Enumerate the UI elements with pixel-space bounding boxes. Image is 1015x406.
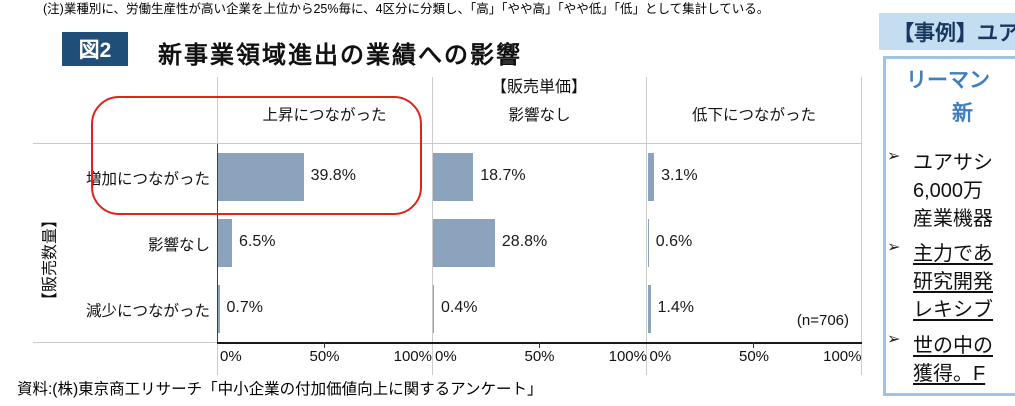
bar-value-label: 1.4% (657, 299, 694, 316)
bar-value-label: 0.6% (655, 233, 693, 250)
case-bullet-line: 6,000万 (913, 180, 984, 202)
x-tick-label: 0% (435, 348, 457, 365)
x-tick-label: 100% (393, 348, 432, 365)
bar-value-label: 3.1% (661, 167, 698, 184)
case-bullet-line: 世の中の (913, 335, 993, 357)
case-bullet-line: 獲得。F (913, 363, 986, 385)
bar (647, 285, 651, 333)
bar-value-label: 39.8% (310, 167, 356, 184)
x-axis-baseline-left (33, 342, 217, 343)
sales-price-axis-title: 【販売単価】 (490, 79, 588, 96)
header-separator-line (33, 143, 861, 144)
case-bullet-line: 研究開発 (913, 271, 993, 293)
bar-value-label: 6.5% (238, 233, 276, 250)
bullet-arrow-icon: ➢ (887, 239, 901, 256)
bullet-arrow-icon: ➢ (887, 331, 901, 348)
figure-title: 新事業領域進出の業績への影響 (158, 42, 522, 69)
bar (218, 219, 232, 267)
bar (647, 219, 649, 267)
x-tick-label: 100% (608, 348, 647, 365)
column-header: 上昇につながった (262, 107, 387, 124)
panel-separator-line (861, 77, 862, 375)
panel-separator-line (646, 77, 647, 375)
bar (433, 153, 474, 201)
source-text: 資料:(株)東京商工リサーチ「中小企業の付加価値向上に関するアンケート」 (17, 381, 543, 398)
x-tick-label: 50% (309, 348, 340, 365)
case-heading-line1: リーマン (906, 69, 990, 92)
row-label: 増加につながった (85, 171, 210, 188)
x-tick-label: 100% (823, 348, 862, 365)
bar (433, 285, 434, 333)
bar-value-label: 0.7% (226, 299, 263, 316)
bar-value-label: 28.8% (501, 233, 548, 250)
column-header: 低下につながった (691, 107, 817, 124)
case-panel-header-label: 【事例】ユア (893, 21, 1015, 45)
panel-separator-line (431, 77, 433, 375)
bar-value-label: 18.7% (480, 167, 526, 184)
bar (647, 153, 655, 201)
column-header: 影響なし (508, 107, 571, 124)
bar (218, 153, 304, 201)
case-bullet-line: レキシブ (913, 299, 993, 321)
x-tick-label: 50% (738, 348, 770, 365)
case-bullet-line: 主力であ (913, 243, 993, 265)
case-bullet-line: ユアサシ (913, 152, 993, 174)
row-label: 影響なし (147, 237, 210, 254)
figure-badge-label: 図2 (78, 39, 112, 62)
x-axis-tick-mark (323, 342, 325, 348)
x-axis-tick-mark (753, 342, 754, 348)
case-panel-box (883, 56, 1015, 396)
bar (433, 219, 495, 267)
bullet-arrow-icon: ➢ (887, 148, 901, 165)
figure-badge: 図2 (62, 32, 128, 66)
row-label: 減少につながった (85, 303, 210, 320)
highlight-ellipse (91, 96, 422, 215)
x-tick-label: 0% (220, 348, 242, 365)
bar-value-label: 0.4% (441, 299, 478, 316)
case-heading-line2: 新 (952, 102, 973, 125)
note-text: (注)業種別に、労働生産性が高い企業を上位から25%毎に、4区分に分類し、「高」… (43, 2, 770, 16)
case-panel-header: 【事例】ユア (879, 13, 1015, 50)
y-axis-line (216, 143, 218, 343)
x-tick-label: 50% (524, 348, 555, 365)
case-bullet-line: 産業機器 (913, 208, 993, 230)
x-tick-label: 0% (649, 348, 672, 365)
x-axis-tick-mark (538, 342, 540, 348)
bar (218, 285, 220, 333)
n-count-label: (n=706) (796, 312, 849, 329)
